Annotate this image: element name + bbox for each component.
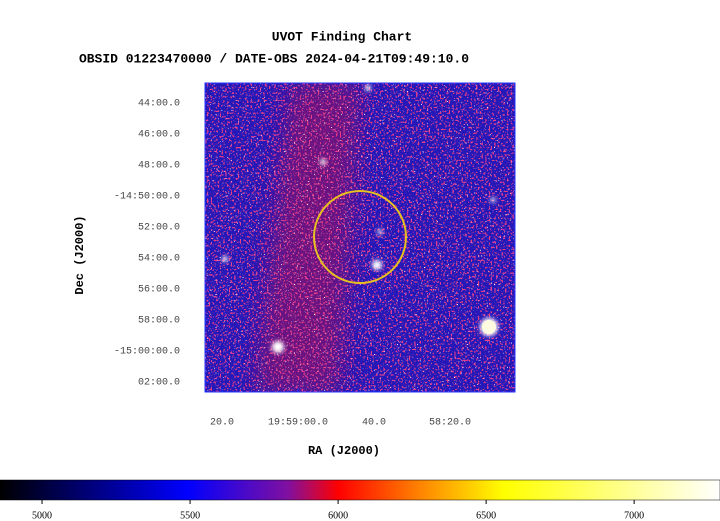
x-tick-label: 20.0 xyxy=(210,418,234,429)
colorbar-tick-label: 6000 xyxy=(328,510,348,521)
x-axis-label: RA (J2000) xyxy=(308,444,380,458)
source-circle xyxy=(313,190,407,284)
x-tick-label: 58:20.0 xyxy=(429,418,471,429)
colorbar-tick-label: 5500 xyxy=(180,510,200,521)
chart-subtitle: OBSID 01223470000 / DATE-OBS 2024-04-21T… xyxy=(79,51,469,66)
y-tick-label: -15:00:00.0 xyxy=(114,347,180,358)
y-tick-label: -14:50:00.0 xyxy=(114,192,180,203)
sky-image xyxy=(205,83,515,392)
y-tick-label: 44:00.0 xyxy=(138,99,180,110)
colorbar-tick-label: 7000 xyxy=(624,510,644,521)
colorbar-tick-label: 6500 xyxy=(476,510,496,521)
y-tick-label: 48:00.0 xyxy=(138,161,180,172)
y-tick-label: 58:00.0 xyxy=(138,316,180,327)
x-tick-label: 19:59:00.0 xyxy=(268,418,328,429)
colorbar-tick-label: 5000 xyxy=(32,510,52,521)
y-tick-label: 52:00.0 xyxy=(138,223,180,234)
colorbar xyxy=(0,479,720,501)
y-tick-label: 56:00.0 xyxy=(138,285,180,296)
plot-frame xyxy=(204,82,516,393)
y-tick-label: 46:00.0 xyxy=(138,130,180,141)
chart-title: UVOT Finding Chart xyxy=(272,29,412,44)
x-tick-label: 40.0 xyxy=(362,418,386,429)
y-tick-label: 02:00.0 xyxy=(138,378,180,389)
y-axis-label: Dec (J2000) xyxy=(73,215,87,294)
y-tick-label: 54:00.0 xyxy=(138,254,180,265)
